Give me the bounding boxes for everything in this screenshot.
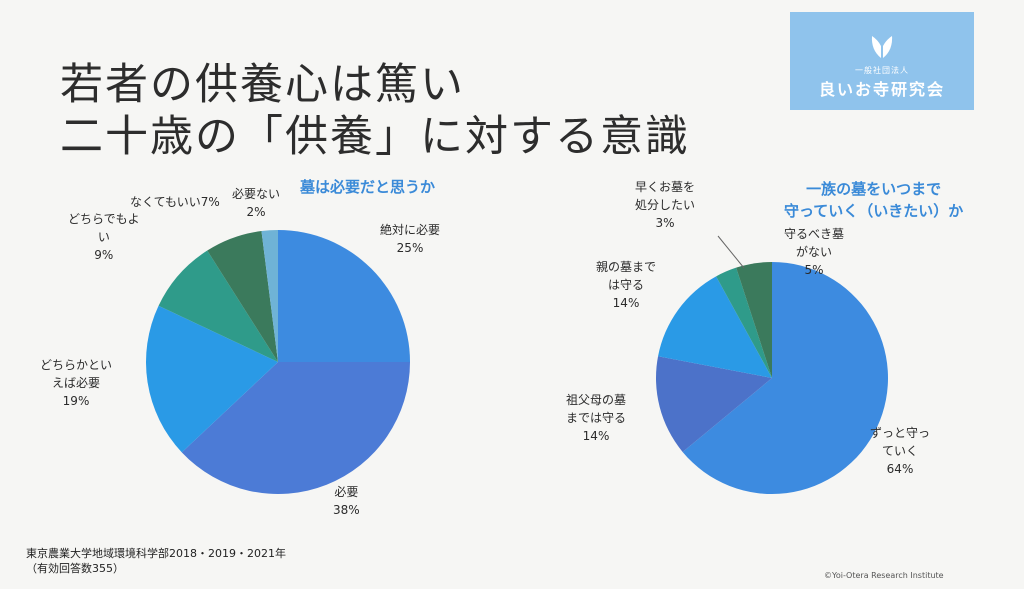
chart1-label-not-necessary: なくてもいい7% — [130, 195, 220, 209]
chart1-slice-2 — [146, 305, 278, 453]
logo: 一般社団法人 良いお寺研究会 — [790, 12, 974, 110]
chart2-label-no-grave: 守るべき墓 がない 5% — [784, 227, 845, 277]
chart2-label-parents: 親の墓まで は守る 14% — [596, 260, 657, 310]
chart1-slice-5 — [261, 230, 278, 362]
chart1-label-either: どちらでもよ い 9% — [68, 212, 140, 262]
chart2-slice-0 — [682, 262, 888, 494]
page-title-line2: 二十歳の「供養」に対する意識 — [60, 112, 690, 162]
chart1-label-absolutely-needed: 絶対に必要 25% — [380, 223, 441, 255]
copyright: ©Yoi-Otera Research Institute — [824, 571, 944, 580]
chart1-label-somewhat-needed: どちらかとい えば必要 19% — [40, 358, 113, 408]
chart1-label-not-needed: 必要ない 2% — [232, 187, 281, 219]
chart2-slice-3 — [716, 267, 772, 378]
chart1-slice-1 — [181, 362, 411, 494]
chart1-slice-3 — [158, 250, 278, 362]
chart2-slice-1 — [656, 356, 772, 452]
chart2-slice-2 — [658, 276, 772, 378]
chart2-label-grandparents: 祖父母の墓 までは守る 14% — [566, 393, 627, 443]
pie-chart-graves-needed — [146, 230, 411, 494]
pie-chart-family-grave — [656, 235, 888, 494]
logo-name: 良いお寺研究会 — [818, 80, 945, 99]
chart2-label-keep-forever: ずっと守っ ていく 64% — [870, 426, 931, 476]
page-title-line1: 若者の供養心は篤い — [60, 60, 465, 110]
source-footnote: 東京農業大学地域環境科学部2018・2019・2021年 （有効回答数355） — [26, 547, 286, 575]
chart1-label-needed: 必要 38% — [333, 485, 360, 517]
chart2-label-dispose: 早くお墓を 処分したい 3% — [635, 180, 696, 230]
chart2-leader-line — [717, 235, 745, 269]
chart1-title: 墓は必要だと思うか — [300, 178, 436, 196]
chart1-slice-0 — [278, 230, 410, 362]
chart2-title: 一族の墓をいつまで 守っていく（いきたい）か — [784, 180, 964, 220]
hands-icon — [871, 36, 893, 58]
chart2-slice-4 — [736, 262, 772, 378]
logo-subtitle: 一般社団法人 — [855, 66, 909, 75]
chart1-slice-4 — [207, 231, 278, 362]
